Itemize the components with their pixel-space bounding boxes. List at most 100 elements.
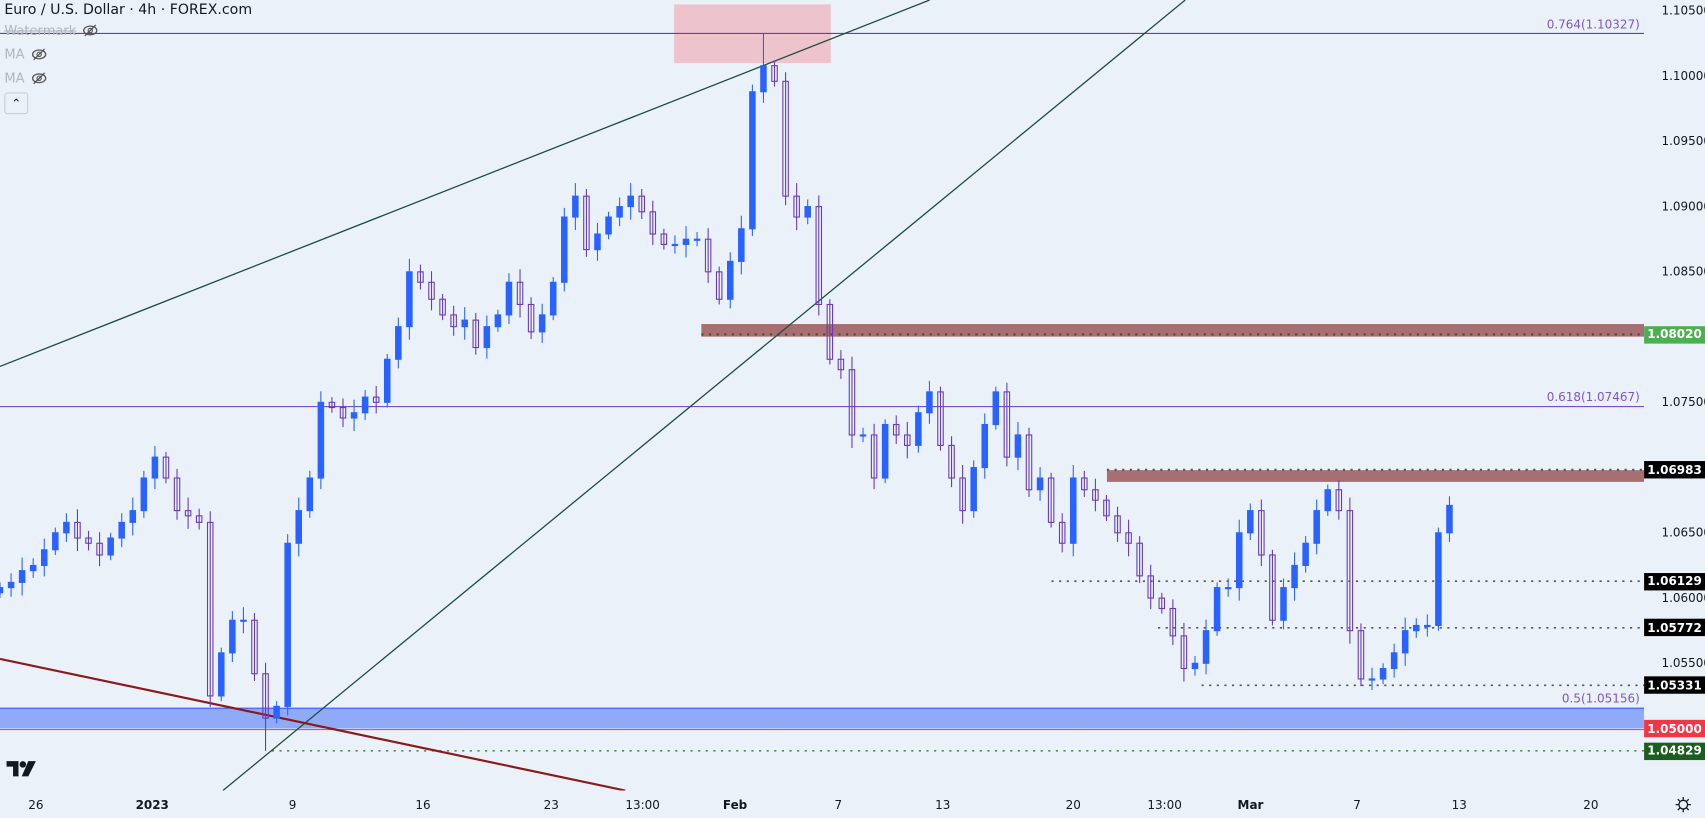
candle-down (1258, 510, 1265, 556)
candle-up (682, 238, 690, 245)
candle-down (328, 401, 336, 409)
candle-up (29, 564, 37, 572)
eye-off-icon[interactable] (31, 72, 46, 85)
candle-up (549, 281, 557, 316)
collapse-legend-button[interactable]: ⌃ (4, 92, 29, 115)
candle-down (1058, 521, 1066, 544)
candle-down (1136, 542, 1143, 577)
settings-gear-icon[interactable] (1675, 796, 1692, 813)
candle-up (1424, 624, 1431, 628)
candle-up (1302, 542, 1309, 566)
candle-up (118, 521, 125, 539)
candle-down (184, 510, 192, 517)
candle-up (572, 195, 579, 218)
price-chart[interactable] (0, 0, 1645, 791)
candle-down (527, 303, 535, 333)
time-axis[interactable]: 26 2023 9 16 23 13:00 Feb 7 13 20 13:00 Mar 7 13 20 (0, 791, 1644, 818)
candle-down (1047, 477, 1055, 523)
symbol-title[interactable]: Euro / U.S. Dollar · 4h · FOREX.com (4, 2, 253, 19)
price-tick-label: 1.10000 (1661, 69, 1705, 84)
price-tag[interactable]: 1.06983 (1644, 461, 1705, 479)
price-tag[interactable]: 1.05331 (1644, 676, 1705, 695)
candle-up (383, 358, 391, 403)
fib-label: 0.764(1.10327) (1546, 17, 1640, 32)
candle-down (1003, 391, 1011, 458)
candle-down (339, 407, 347, 419)
legend-item-watermark[interactable]: Watermark (4, 18, 252, 42)
eye-off-icon[interactable] (31, 48, 46, 61)
price-tag[interactable]: 1.05000 (1644, 719, 1705, 738)
candle-down (948, 444, 955, 479)
legend-item-ma[interactable]: MA (4, 42, 252, 66)
candle-down (815, 206, 823, 306)
candle-down (472, 319, 480, 349)
tradingview-logo[interactable] (6, 759, 40, 779)
candle-up (317, 401, 325, 479)
candle-down (1269, 554, 1276, 621)
candle-up (406, 271, 413, 328)
price-axis[interactable]: 1.10500 1.10000 1.09500 1.09000 1.08500 1.075… (1644, 0, 1705, 791)
rising-trendline (222, 0, 1186, 791)
candle-up (140, 477, 148, 512)
candle-up (616, 206, 623, 218)
candle-up (1070, 477, 1077, 544)
candle-down (1092, 489, 1099, 501)
candle-up (1224, 587, 1232, 590)
candle-down (837, 358, 845, 371)
candle-down (1025, 434, 1033, 491)
candle-down (206, 521, 214, 697)
candle-up (594, 233, 601, 251)
candle-down (1081, 477, 1088, 491)
candle-down (826, 303, 834, 360)
candle-down (782, 80, 789, 197)
candle-up (63, 521, 70, 534)
price-tick-label: 1.08500 (1661, 264, 1705, 279)
chart-plot-area[interactable]: Euro / U.S. Dollar · 4h · FOREX.com Wate… (0, 0, 1645, 791)
support-zone-1.05 (0, 708, 1645, 729)
price-tag[interactable]: 1.08020 (1644, 325, 1705, 344)
price-tag[interactable]: 1.05772 (1644, 619, 1705, 637)
candle-down (195, 515, 203, 523)
candle-up (1368, 678, 1376, 681)
fib-label: 0.5(1.05156) (1561, 691, 1640, 706)
candle-down (1103, 499, 1110, 517)
candle-up (1390, 652, 1398, 670)
candle-up (273, 705, 280, 719)
legend-item-ma[interactable]: MA (4, 66, 252, 90)
candle-up (693, 238, 701, 241)
price-tag[interactable]: 1.04829 (1644, 742, 1705, 760)
candle-up (350, 412, 358, 419)
candle-up (859, 434, 867, 437)
candle-up (0, 587, 4, 594)
candle-up (738, 228, 745, 262)
candle-down (262, 673, 269, 719)
candle-down (715, 271, 723, 300)
candle-down (937, 391, 944, 446)
time-tick-label: 2023 (135, 798, 169, 813)
candle-down (450, 314, 457, 328)
time-tick-label: Mar (1237, 798, 1264, 813)
fib-label: 0.618(1.07467) (1546, 390, 1640, 405)
candle-up (1401, 630, 1409, 654)
resistance-zone-1.0698 (1106, 470, 1645, 482)
candle-up (727, 260, 734, 300)
candle-down (74, 521, 81, 539)
candle-up (804, 206, 811, 218)
candle-down (649, 211, 657, 235)
candle-up (926, 391, 933, 414)
candle-down (704, 238, 712, 273)
candle-down (1346, 510, 1354, 632)
time-tick-label: 23 (543, 798, 559, 813)
candle-up (461, 319, 468, 328)
price-tag[interactable]: 1.06129 (1644, 572, 1705, 590)
time-tick-label: 13 (1451, 798, 1467, 813)
candle-up (1280, 587, 1287, 621)
eye-off-icon[interactable] (83, 24, 98, 37)
candle-up (295, 510, 303, 544)
candle-up (760, 65, 767, 93)
candle-up (1202, 630, 1210, 664)
price-tick-label: 1.09000 (1661, 199, 1705, 214)
legend-label: MA (4, 70, 25, 86)
candle-down (1158, 597, 1166, 610)
